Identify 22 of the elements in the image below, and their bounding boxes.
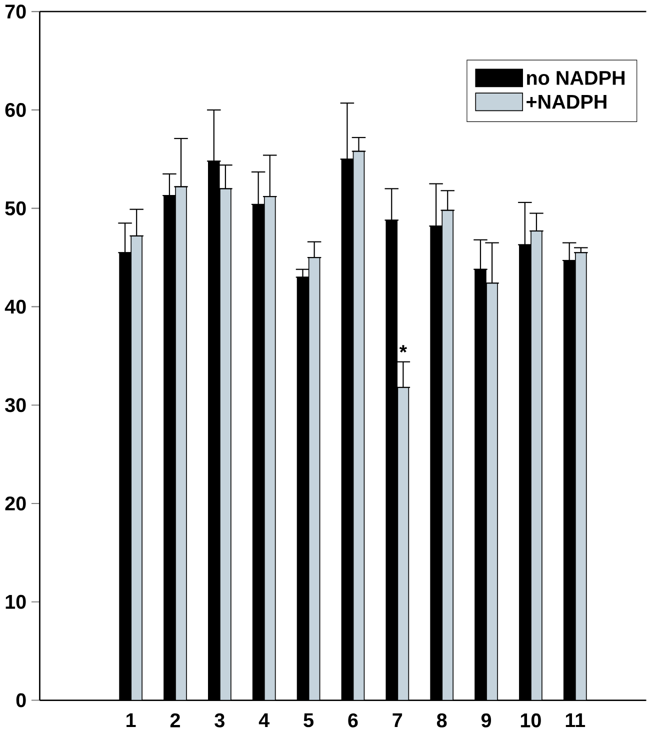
x-tick-label: 1	[126, 713, 136, 727]
x-tick-label: 2	[170, 713, 180, 728]
annotation: *	[399, 345, 408, 353]
x-tick-label: 4	[258, 713, 270, 727]
y-tick-label: 40	[4, 300, 26, 314]
y-tick-label: 30	[5, 398, 26, 412]
x-tick-label: 7	[392, 713, 402, 727]
x-tick-label: 5	[304, 713, 314, 728]
y-tick-label: 50	[5, 201, 26, 216]
legend-label: no NADPH	[527, 71, 625, 85]
x-tick-label: 11	[566, 713, 586, 727]
x-tick-label: 6	[348, 713, 358, 728]
y-tick-label: 70	[5, 4, 26, 19]
legend-label: +NADPH	[526, 95, 606, 109]
y-tick-label: 10	[6, 594, 26, 609]
y-tick-label: 60	[5, 102, 26, 117]
x-tick-label: 8	[436, 713, 447, 728]
x-tick-label: 10	[520, 713, 541, 728]
x-tick-label: 9	[481, 713, 492, 728]
y-tick-label: 20	[5, 496, 26, 511]
y-tick-label: 0	[16, 693, 26, 708]
x-tick-label: 3	[214, 713, 224, 728]
